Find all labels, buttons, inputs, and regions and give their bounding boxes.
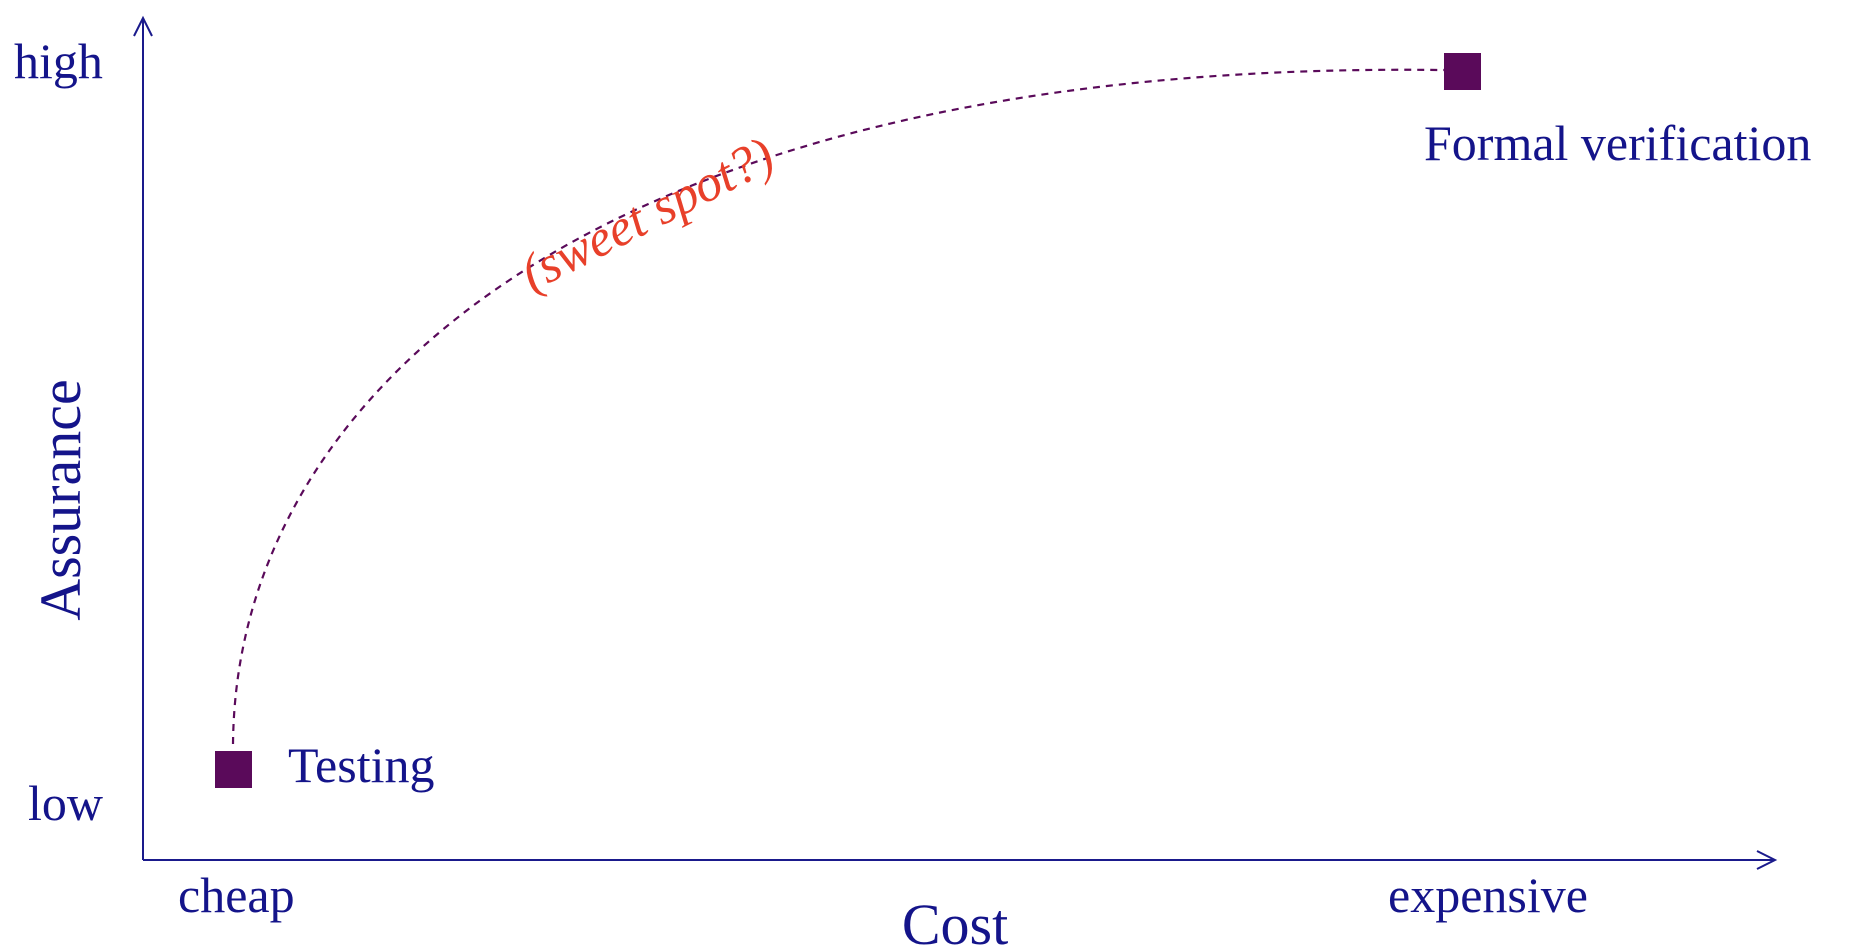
x-high-label: expensive bbox=[1388, 867, 1588, 923]
testing-marker bbox=[215, 751, 252, 788]
testing-label: Testing bbox=[288, 737, 434, 793]
y-low-label: low bbox=[28, 775, 103, 831]
x-low-label: cheap bbox=[178, 867, 295, 923]
x-axis-arrowhead bbox=[1756, 850, 1778, 870]
formal-verification-marker bbox=[1444, 53, 1481, 90]
tradeoff-curve bbox=[231, 68, 1458, 745]
x-axis-title: Cost bbox=[902, 892, 1008, 952]
y-axis-title: Assurance bbox=[28, 379, 93, 621]
formal-verification-label: Formal verification bbox=[1424, 115, 1811, 171]
sweet-spot-annotation: (sweet spot?) bbox=[512, 127, 784, 303]
y-axis-arrowhead bbox=[133, 15, 153, 37]
y-high-label: high bbox=[14, 33, 103, 89]
